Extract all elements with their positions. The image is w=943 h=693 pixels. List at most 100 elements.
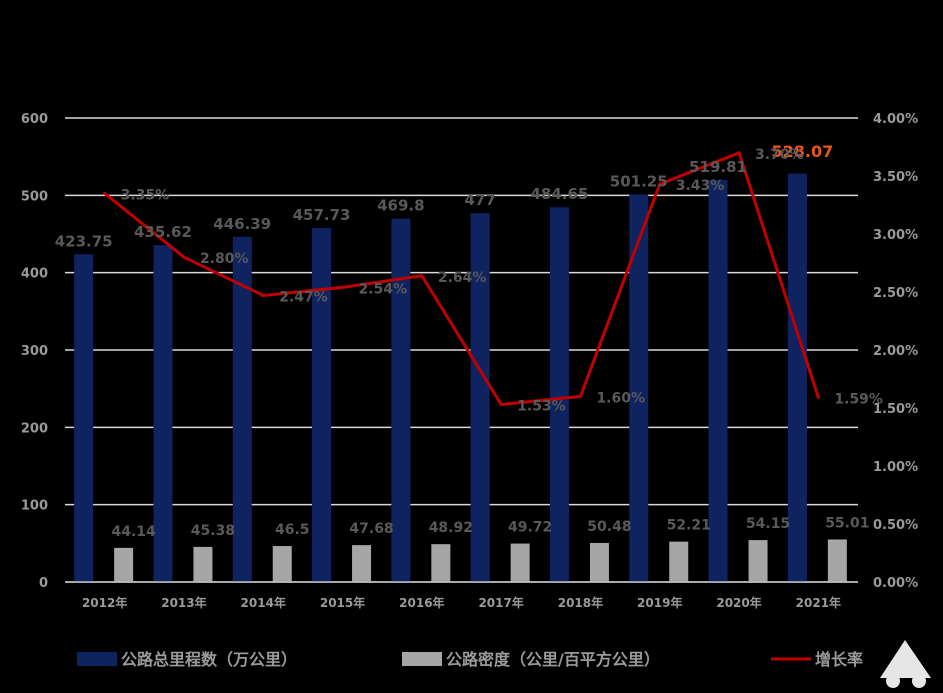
- label-growth-rate: 1.60%: [596, 390, 645, 406]
- label-total-mileage: 484.65: [531, 185, 589, 203]
- bar-density: [352, 545, 372, 582]
- bar-density: [510, 543, 530, 582]
- y-right-tick-label: 1.50%: [873, 402, 918, 417]
- legend-label-total-mileage: 公路总里程数（万公里）: [121, 650, 297, 669]
- bar-density: [114, 547, 134, 582]
- growth-rate-point: [182, 255, 186, 259]
- bar-density: [589, 542, 609, 582]
- legend-swatch-density: [402, 652, 442, 666]
- x-tick-label: 2016年: [399, 595, 444, 610]
- bar-density: [669, 541, 689, 582]
- label-growth-rate: 1.59%: [834, 392, 883, 408]
- bar-density: [431, 544, 451, 582]
- y-left-tick-label: 0: [39, 576, 48, 591]
- bar-total-mileage: [629, 194, 649, 582]
- x-tick-label: 2013年: [161, 595, 206, 610]
- label-density: 48.92: [429, 520, 473, 536]
- bar-total-mileage: [708, 180, 728, 582]
- growth-rate-point: [499, 403, 503, 407]
- x-tick-label: 2012年: [82, 595, 127, 610]
- y-right-tick-label: 0.50%: [873, 518, 918, 533]
- label-density: 55.01: [825, 515, 869, 531]
- legend-label-growth-rate: 增长率: [815, 650, 863, 669]
- label-total-mileage: 435.62: [134, 223, 192, 241]
- bar-total-mileage: [312, 228, 332, 582]
- label-total-mileage: 446.39: [213, 215, 271, 233]
- y-right-tick-label: 0.00%: [873, 576, 918, 591]
- label-total-mileage: 469.8: [377, 197, 424, 215]
- y-right-tick-label: 1.00%: [873, 460, 918, 475]
- growth-rate-point: [816, 396, 820, 400]
- y-left-tick-label: 100: [21, 499, 48, 514]
- bar-total-mileage: [232, 236, 252, 582]
- y-left-tick-label: 400: [21, 267, 48, 282]
- y-left-tick-label: 500: [21, 189, 48, 204]
- y-left-tick-label: 300: [21, 344, 48, 359]
- label-density: 44.14: [112, 524, 157, 540]
- label-growth-rate: 2.47%: [279, 289, 328, 305]
- data-labels: 423.75 44.14 435.62 45.38 446.39 46.5 457.73 47…: [55, 142, 883, 540]
- label-density: 45.38: [191, 523, 235, 539]
- watermark-wheel: [886, 674, 900, 688]
- label-total-mileage: 477: [464, 191, 495, 209]
- x-tick-label: 2020年: [716, 595, 761, 610]
- label-density: 49.72: [508, 520, 552, 536]
- bar-total-mileage: [153, 245, 173, 582]
- bar-density: [827, 539, 847, 582]
- growth-rate-point: [578, 394, 582, 398]
- label-total-mileage: 528.07: [771, 142, 833, 161]
- growth-rate-point: [341, 285, 345, 289]
- label-growth-rate: 2.80%: [200, 251, 249, 267]
- label-density: 52.21: [667, 518, 711, 534]
- label-total-mileage: 519.81: [689, 158, 747, 176]
- watermark-wheel: [912, 674, 926, 688]
- y-right-tick-label: 3.50%: [873, 170, 918, 185]
- growth-rate-point: [737, 151, 741, 155]
- legend-swatch-total-mileage: [77, 652, 117, 666]
- y-right-tick-label: 3.00%: [873, 228, 918, 243]
- label-growth-rate: 3.35%: [121, 187, 170, 203]
- y-right-tick-label: 2.50%: [873, 286, 918, 301]
- y-right-tick-label: 2.00%: [873, 344, 918, 359]
- growth-rate-point: [420, 274, 424, 278]
- x-tick-label: 2014年: [241, 595, 286, 610]
- y-left-tick-label: 600: [21, 112, 48, 127]
- bar-density: [272, 546, 292, 582]
- label-total-mileage: 457.73: [293, 206, 351, 224]
- label-density: 46.5: [275, 522, 310, 538]
- growth-rate-line: [103, 151, 820, 407]
- bar-total-mileage: [391, 218, 411, 583]
- x-tick-label: 2015年: [320, 595, 365, 610]
- bars: [74, 173, 847, 583]
- x-tick-label: 2021年: [796, 595, 841, 610]
- legend-label-density: 公路密度（公里/百平方公里）: [446, 650, 660, 669]
- label-growth-rate: 3.43%: [676, 178, 725, 194]
- bar-density: [748, 540, 768, 582]
- label-total-mileage: 423.75: [55, 232, 113, 250]
- label-density: 54.15: [746, 516, 790, 532]
- grid-lines: [65, 117, 858, 583]
- label-growth-rate: 1.53%: [517, 399, 566, 415]
- label-growth-rate: 3.70%: [755, 147, 804, 163]
- watermark-triangle: [880, 640, 931, 678]
- growth-rate-point: [658, 182, 662, 186]
- bar-total-mileage: [470, 213, 490, 582]
- label-growth-rate: 2.54%: [359, 281, 408, 297]
- label-density: 47.68: [349, 521, 393, 537]
- watermark-logo: [880, 640, 931, 688]
- x-tick-label: 2018年: [558, 595, 603, 610]
- x-tick-label: 2019年: [637, 595, 682, 610]
- growth-rate-point: [103, 191, 107, 195]
- axes: 0 100 200 300 400 500 600 0.00% 0.50% 1.00% 1.50% 2…: [21, 112, 918, 610]
- bar-density: [193, 546, 213, 582]
- label-total-mileage: 501.25: [610, 172, 668, 190]
- bar-total-mileage: [787, 173, 807, 583]
- y-left-tick-label: 200: [21, 421, 48, 436]
- growth-rate-point: [261, 293, 265, 297]
- label-density: 50.48: [587, 519, 631, 535]
- label-growth-rate: 2.64%: [438, 270, 487, 286]
- x-tick-label: 2017年: [478, 595, 523, 610]
- bar-total-mileage: [549, 207, 569, 583]
